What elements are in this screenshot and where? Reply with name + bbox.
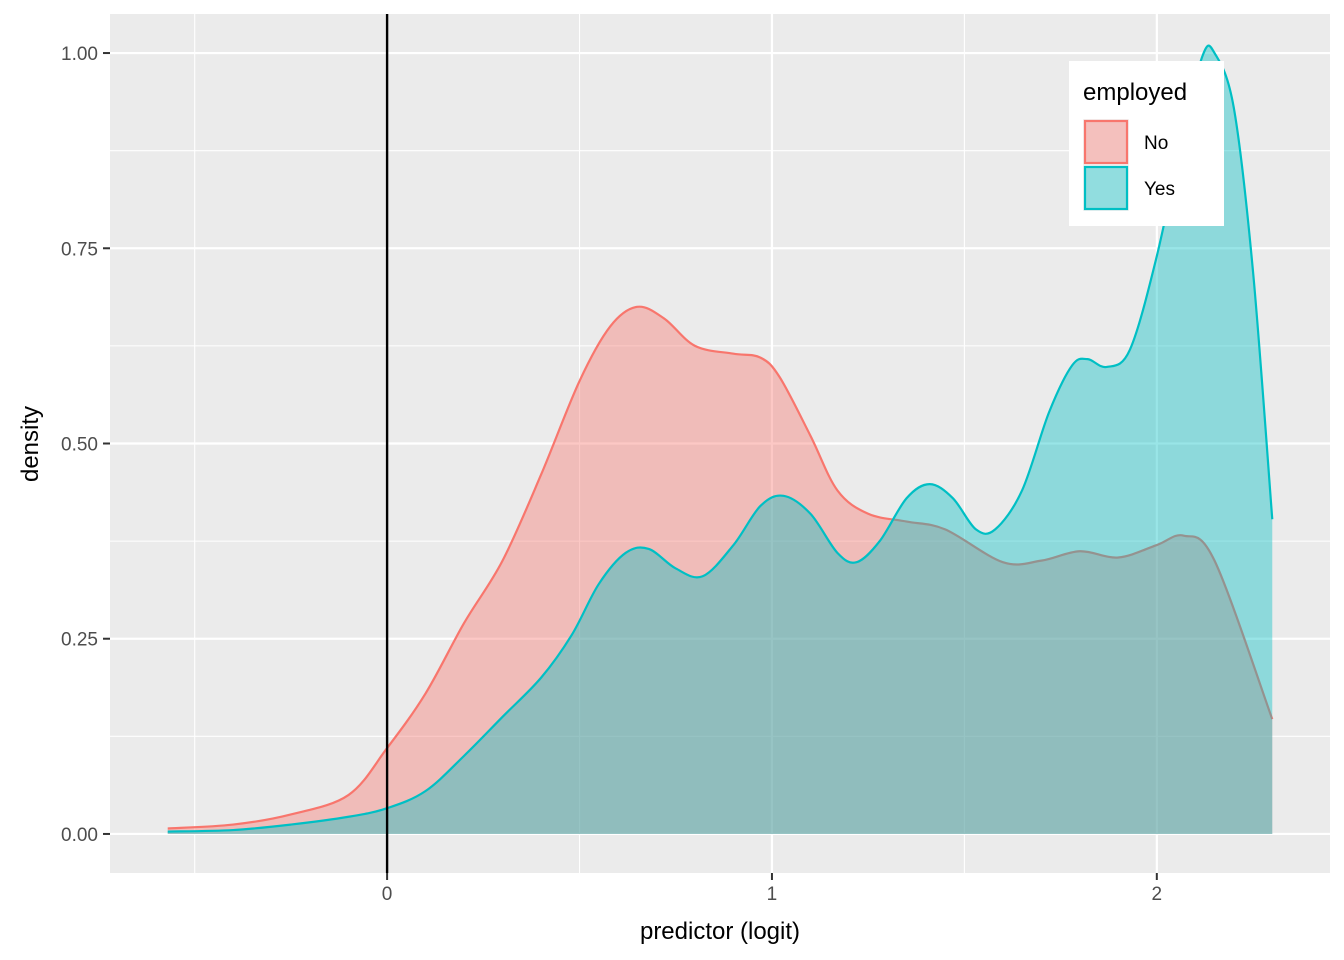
y-tick-label: 0.75	[61, 239, 98, 260]
legend-key-yes	[1083, 165, 1129, 211]
legend-key-no	[1083, 119, 1129, 165]
x-tick-labels: 0 1 2	[382, 884, 1162, 905]
x-axis-title: predictor (logit)	[640, 918, 800, 945]
y-axis-title: density	[17, 406, 44, 482]
legend-key-background	[1083, 119, 1129, 165]
x-tick-label: 0	[382, 884, 393, 905]
legend-items: No Yes	[1083, 119, 1175, 211]
y-tick-label: 1.00	[61, 44, 98, 65]
y-tick-label: 0.00	[61, 825, 98, 846]
legend-label-yes: Yes	[1144, 179, 1175, 200]
legend-key-background	[1083, 165, 1129, 211]
density-line-no	[167, 305, 1274, 830]
density-area-yes	[167, 45, 1273, 834]
y-tick-label: 0.50	[61, 435, 98, 456]
density-area-no	[167, 306, 1273, 834]
legend: employed No Yes	[1069, 61, 1224, 226]
legend-label-no: No	[1144, 133, 1168, 154]
y-tick-label: 0.25	[61, 630, 98, 651]
legend-title: employed	[1083, 79, 1187, 106]
y-tick-labels: 0.00 0.25 0.50 0.75 1.00	[61, 44, 98, 846]
x-tick-label: 2	[1152, 884, 1163, 905]
axis-ticks	[103, 52, 1158, 880]
x-tick-label: 1	[767, 884, 778, 905]
